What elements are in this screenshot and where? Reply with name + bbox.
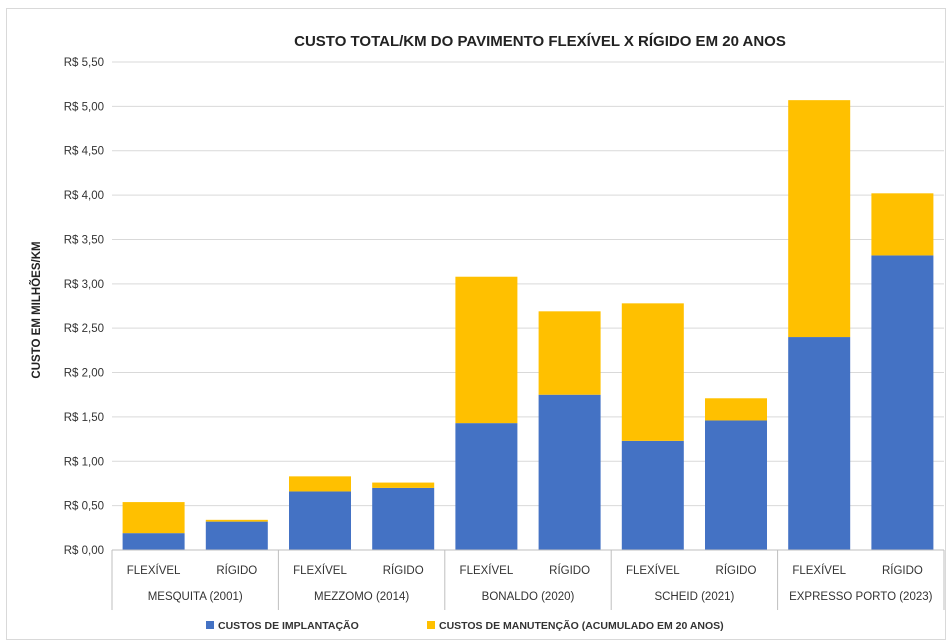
y-tick-label: R$ 3,00 xyxy=(64,279,104,291)
group-label: BONALDO (2020) xyxy=(482,591,575,603)
x-tick-label: RÍGIDO xyxy=(549,564,590,577)
x-tick-label: RÍGIDO xyxy=(716,564,757,577)
bar-implantacao xyxy=(289,491,351,550)
bar-manutencao xyxy=(705,398,767,421)
bar-implantacao xyxy=(205,521,268,550)
y-tick-label: R$ 4,50 xyxy=(64,146,104,158)
bar-implantacao xyxy=(705,420,767,550)
bar-manutencao xyxy=(122,502,185,534)
bars xyxy=(122,100,934,550)
bar-implantacao xyxy=(871,255,934,550)
bar-manutencao xyxy=(871,193,934,256)
legend-swatch xyxy=(427,621,435,629)
group-label: MEZZOMO (2014) xyxy=(314,591,409,603)
bar-implantacao xyxy=(122,533,185,550)
bar-manutencao xyxy=(455,276,518,424)
legend: CUSTOS DE IMPLANTAÇÃO CUSTOS DE MANUTENÇÃ… xyxy=(206,619,724,632)
bar-implantacao xyxy=(788,337,851,550)
group-label: MESQUITA (2001) xyxy=(148,591,243,603)
x-tick-label: FLEXÍVEL xyxy=(460,564,514,577)
bar-manutencao xyxy=(538,311,601,395)
x-tick-label: RÍGIDO xyxy=(216,564,257,577)
y-axis-label: CUSTO EM MILHÕES/KM xyxy=(30,241,43,378)
y-tick-label: R$ 4,00 xyxy=(64,190,104,202)
y-tick-label: R$ 5,00 xyxy=(64,101,104,113)
x-tick-label: FLEXÍVEL xyxy=(792,564,846,577)
bar-manutencao xyxy=(372,482,435,488)
bar-implantacao xyxy=(621,440,684,550)
bar-manutencao xyxy=(788,100,851,338)
y-tick-label: R$ 0,00 xyxy=(64,545,104,557)
bar-manutencao xyxy=(289,476,351,492)
bar-manutencao xyxy=(205,519,268,522)
bar-manutencao xyxy=(621,303,684,441)
bar-implantacao xyxy=(538,394,601,550)
legend-swatch xyxy=(206,621,214,629)
y-tick-label: R$ 1,00 xyxy=(64,456,104,468)
x-tick-label: FLEXÍVEL xyxy=(293,564,347,577)
bar-implantacao xyxy=(455,423,518,550)
bar-implantacao xyxy=(372,487,435,550)
y-tick-label: R$ 2,00 xyxy=(64,368,104,380)
y-tick-label: R$ 1,50 xyxy=(64,412,104,424)
legend-label: CUSTOS DE IMPLANTAÇÃO xyxy=(218,619,359,632)
x-tick-label: FLEXÍVEL xyxy=(626,564,680,577)
legend-label: CUSTOS DE MANUTENÇÃO (ACUMULADO EM 20 AN… xyxy=(439,619,724,632)
group-label: EXPRESSO PORTO (2023) xyxy=(789,591,933,603)
axes: R$ 0,00 R$ 0,50 R$ 1,00 R$ 1,50 R$ 2,00 R$ 2,… xyxy=(64,57,945,610)
x-tick-label: RÍGIDO xyxy=(882,564,923,577)
x-tick-label: RÍGIDO xyxy=(383,564,424,577)
y-tick-label: R$ 5,50 xyxy=(64,57,104,69)
chart-title: CUSTO TOTAL/KM DO PAVIMENTO FLEXÍVEL X R… xyxy=(294,33,786,50)
y-tick-label: R$ 0,50 xyxy=(64,501,104,513)
group-label: SCHEID (2021) xyxy=(654,591,734,603)
y-tick-label: R$ 3,50 xyxy=(64,234,104,246)
y-tick-label: R$ 2,50 xyxy=(64,323,104,335)
x-tick-label: FLEXÍVEL xyxy=(127,564,181,577)
